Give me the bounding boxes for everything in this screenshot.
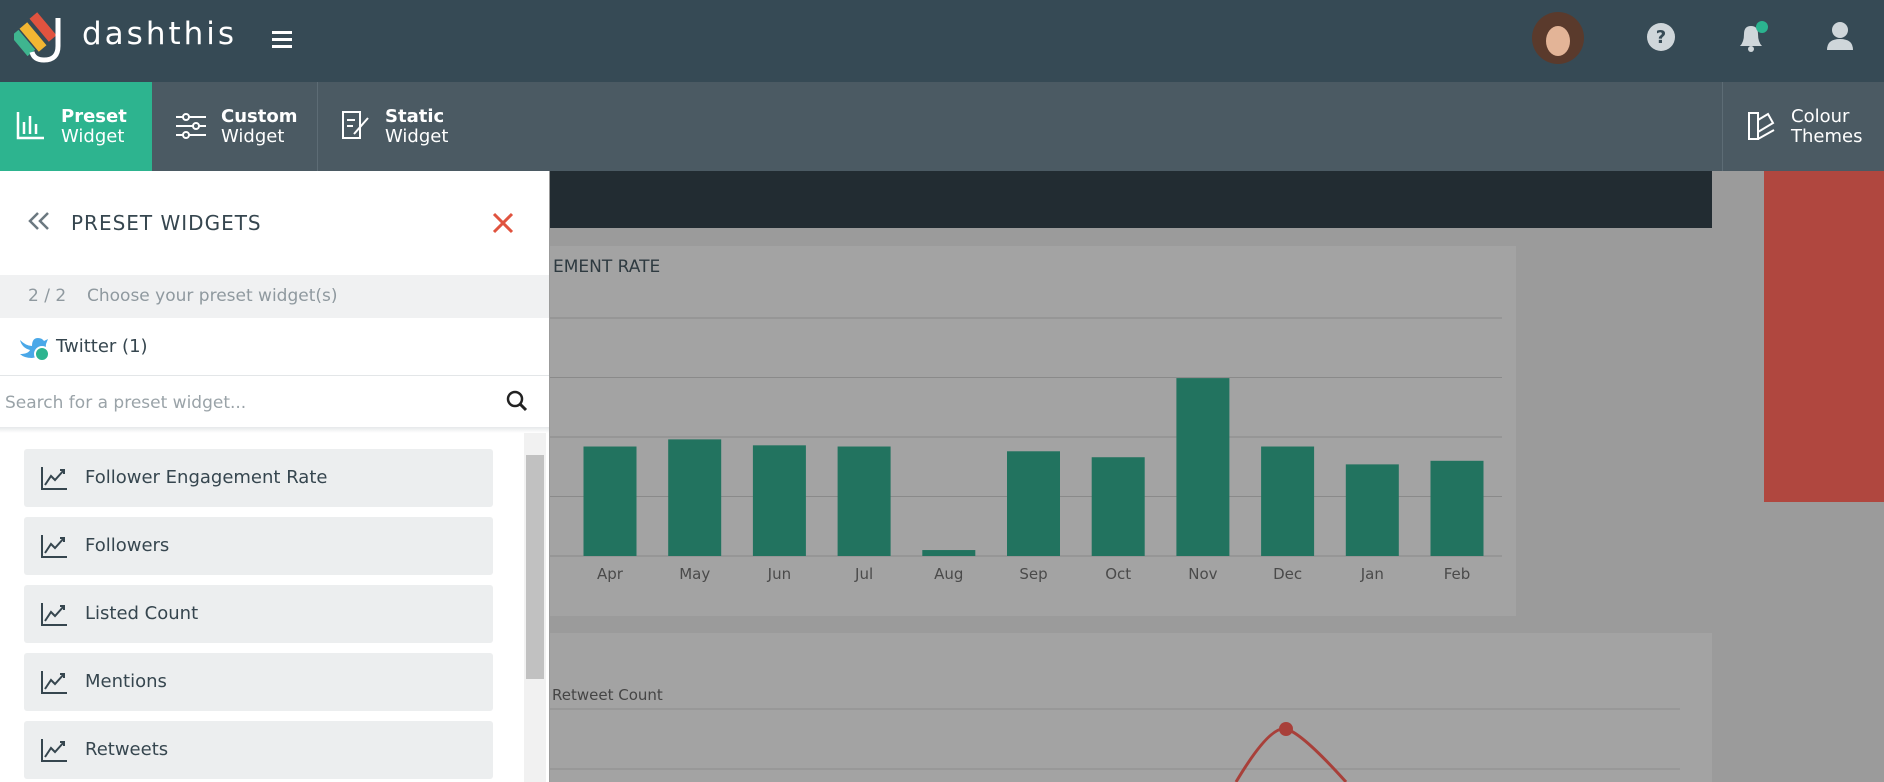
logo [14, 12, 61, 63]
x-tick-label: Dec [1273, 565, 1302, 583]
tab-icon [176, 113, 206, 139]
dashboard-bar [550, 171, 1712, 228]
source-label: Twitter (1) [56, 336, 148, 357]
item-icon [41, 467, 67, 490]
scrollbar[interactable] [524, 433, 546, 782]
bar [1007, 451, 1060, 556]
item-label[interactable]: Listed Count [85, 603, 199, 624]
bar [1176, 378, 1230, 556]
item-label[interactable]: Follower Engagement Rate [85, 467, 328, 488]
item-label[interactable]: Retweets [85, 739, 169, 760]
menu-button[interactable] [272, 29, 292, 49]
bar [837, 446, 891, 556]
step-text: Choose your preset widget(s) [87, 286, 338, 306]
toolbar [0, 82, 1884, 171]
x-tick-label: Nov [1188, 565, 1217, 583]
twitter-icon [20, 338, 50, 362]
widget-item[interactable]: Followers [24, 517, 493, 575]
item-icon [41, 535, 67, 558]
chart-card [550, 633, 1712, 782]
item-label[interactable]: Followers [85, 535, 170, 556]
tab-subtitle[interactable]: Widget [61, 126, 125, 147]
bar [1261, 446, 1315, 556]
top-bar: dashthis ? [0, 0, 1884, 82]
bar [1091, 457, 1145, 556]
x-tick-label: Jun [767, 565, 791, 583]
tab-subtitle[interactable]: Widget [385, 126, 449, 147]
widget-item[interactable]: Mentions [24, 653, 493, 711]
panel-title: PRESET WIDGETS [71, 211, 262, 235]
point [1279, 722, 1293, 736]
bar [1430, 460, 1484, 556]
widget-item[interactable]: Retweets [24, 721, 493, 779]
widget-item[interactable]: Follower Engagement Rate [24, 449, 493, 507]
bar [922, 550, 976, 556]
bar [752, 445, 806, 556]
bar [668, 439, 722, 556]
bar [583, 446, 637, 556]
brand: dashthis [82, 16, 238, 52]
tab-icon [1748, 112, 1775, 140]
x-tick-label: Oct [1105, 565, 1131, 583]
tab-title[interactable]: Custom [221, 106, 298, 127]
collapse-button[interactable] [28, 211, 50, 231]
widget-item[interactable]: Listed Count [24, 585, 493, 643]
close-button[interactable] [492, 212, 514, 234]
search-input[interactable]: Search for a preset widget... [5, 393, 247, 413]
svg-text:?: ? [1656, 27, 1666, 48]
tab-title[interactable]: Static [385, 106, 445, 127]
x-tick-label: Feb [1444, 565, 1471, 583]
tab-subtitle[interactable]: Widget [221, 126, 285, 147]
legend-label: Retweet Count [552, 686, 663, 704]
account-button[interactable] [1826, 21, 1854, 51]
x-tick-label: Apr [597, 565, 624, 583]
bar [1345, 464, 1399, 556]
chart-card [550, 246, 1516, 616]
step-row: 2 / 2 Choose your preset widget(s) [0, 275, 549, 318]
themes-line[interactable]: Themes [1791, 126, 1863, 147]
x-tick-label: Jan [1360, 565, 1384, 583]
item-label[interactable]: Mentions [85, 671, 167, 692]
item-icon [41, 671, 67, 694]
avatar[interactable] [1531, 11, 1585, 65]
chart-title: EMENT RATE [553, 257, 660, 277]
notifications-button[interactable] [1736, 20, 1772, 54]
x-tick-label: Jul [854, 565, 873, 583]
x-tick-label: Aug [934, 565, 963, 583]
item-icon [41, 739, 67, 762]
tab-preset[interactable] [0, 82, 152, 171]
item-icon [41, 603, 67, 626]
search-button[interactable] [506, 390, 528, 412]
tab-title[interactable]: Preset [61, 106, 127, 127]
preset-panel: PRESET WIDGETS 2 / 2 Choose your preset … [0, 171, 549, 782]
tab-icon [342, 111, 369, 139]
themes-line[interactable]: Colour [1791, 106, 1850, 127]
x-tick-label: May [679, 565, 710, 583]
help-button[interactable]: ? [1646, 22, 1676, 52]
tab-icon [16, 112, 44, 140]
step: 2 / 2 [28, 286, 67, 306]
x-tick-label: Sep [1019, 565, 1047, 583]
